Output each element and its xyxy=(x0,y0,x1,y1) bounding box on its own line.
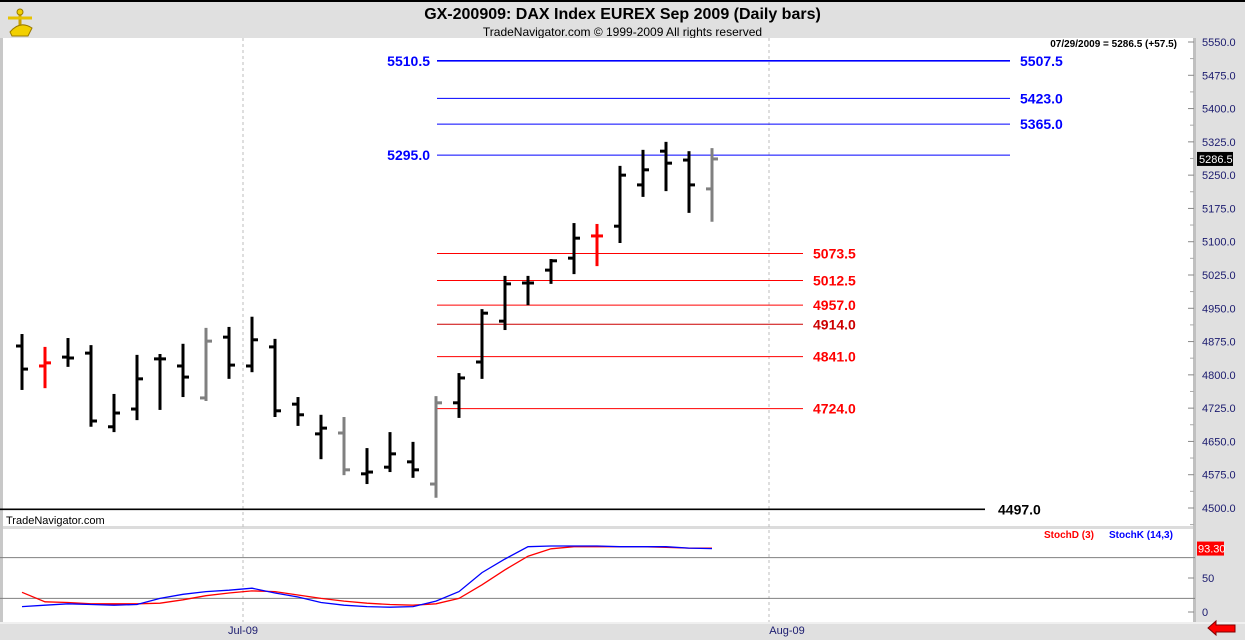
last-price-label: 5286.5 xyxy=(1199,154,1233,166)
y-tick-label: 5475.0 xyxy=(1202,70,1236,82)
level-label: 5423.0 xyxy=(1020,90,1063,106)
stoch-last-badge xyxy=(1197,541,1224,556)
level-left-label: 5510.5 xyxy=(387,53,430,69)
price-readout: 07/29/2009 = 5286.5 (+57.5) xyxy=(1050,39,1177,50)
level-label: 4497.0 xyxy=(998,501,1041,517)
x-tick-label: Jul-09 xyxy=(228,625,258,637)
y-tick-label: 4875.0 xyxy=(1202,337,1236,349)
left-border xyxy=(0,38,3,622)
level-label: 4841.0 xyxy=(813,349,856,365)
y-tick-label: 5325.0 xyxy=(1202,137,1236,149)
y-tick-label: 4650.0 xyxy=(1202,436,1236,448)
scroll-left-arrow-icon[interactable] xyxy=(1207,619,1236,637)
price-panel xyxy=(0,38,1195,512)
stoch-d-line xyxy=(21,546,712,606)
chart-subtitle: TradeNavigator.com © 1999-2009 All right… xyxy=(482,25,763,39)
y-tick-label: 5025.0 xyxy=(1202,270,1236,282)
stoch-y-tick-label: 50 xyxy=(1202,573,1214,585)
level-label: 5073.5 xyxy=(813,245,856,261)
watermark-strip xyxy=(0,512,1195,526)
stoch-panel xyxy=(0,529,1195,622)
y-tick-label: 4950.0 xyxy=(1202,303,1236,315)
legend-entry: StochD (3) xyxy=(1044,530,1094,541)
stoch-last-label: 93.30 xyxy=(1198,544,1226,556)
y-tick-label: 4725.0 xyxy=(1202,403,1236,415)
level-label: 4724.0 xyxy=(813,401,856,417)
title-bar: GX-200909: DAX Index EUREX Sep 2009 (Dai… xyxy=(0,0,1245,39)
last-price-badge xyxy=(1197,151,1233,166)
y-tick-label: 5175.0 xyxy=(1202,203,1236,215)
axis-border xyxy=(1193,38,1196,622)
level-label: 5365.0 xyxy=(1020,116,1063,132)
chart-title: GX-200909: DAX Index EUREX Sep 2009 (Dai… xyxy=(424,6,821,23)
y-tick-label: 4575.0 xyxy=(1202,470,1236,482)
legend-entry: StochK (14,3) xyxy=(1109,530,1173,541)
y-tick-label: 4500.0 xyxy=(1202,503,1236,515)
y-tick-label: 5400.0 xyxy=(1202,104,1236,116)
watermark: TradeNavigator.com xyxy=(6,515,105,527)
y-tick-label: 4800.0 xyxy=(1202,370,1236,382)
level-label: 5507.5 xyxy=(1020,53,1063,69)
level-label: 4914.0 xyxy=(813,316,856,332)
x-tick-label: Aug-09 xyxy=(769,625,804,637)
stoch-k-line xyxy=(21,545,713,608)
sextant-logo xyxy=(8,8,33,37)
y-tick-label: 5250.0 xyxy=(1202,170,1236,182)
level-left-label: 5295.0 xyxy=(387,147,430,163)
level-label: 4957.0 xyxy=(813,297,856,313)
stoch-y-tick-label: 0 xyxy=(1202,607,1208,619)
level-label: 5012.5 xyxy=(813,273,856,289)
y-tick-label: 5100.0 xyxy=(1202,237,1236,249)
y-tick-label: 5550.0 xyxy=(1202,37,1236,49)
panel-separator[interactable] xyxy=(0,526,1195,529)
